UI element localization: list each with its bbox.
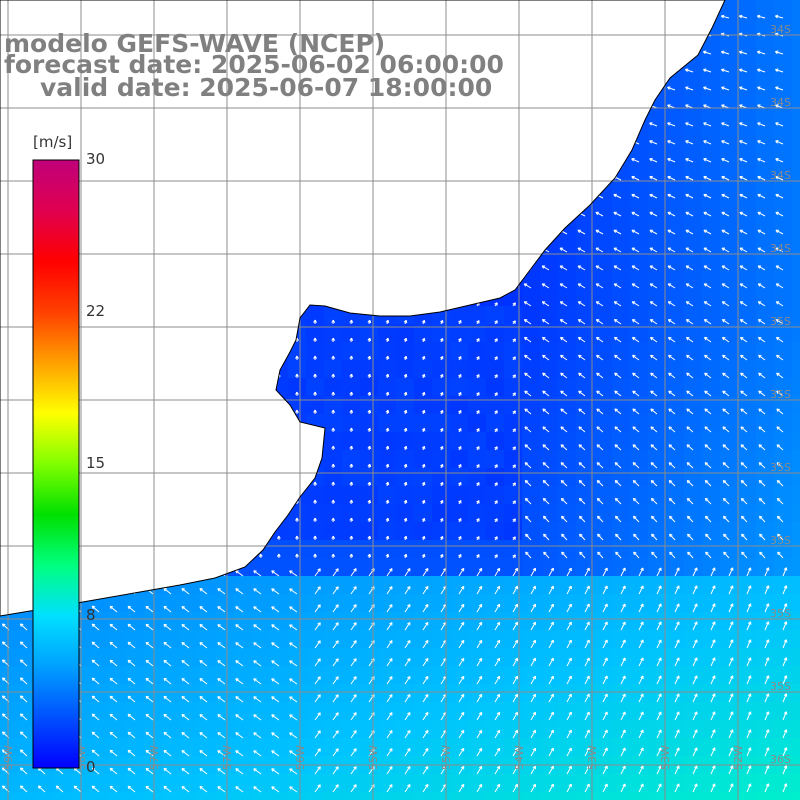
lat-label: 35S bbox=[770, 388, 791, 401]
lat-label: 34S bbox=[770, 23, 791, 36]
lat-label: 34S bbox=[770, 242, 791, 255]
lon-label: 54W bbox=[513, 745, 526, 770]
lat-label: 35S bbox=[770, 607, 791, 620]
colorbar-tick-30: 30 bbox=[86, 152, 105, 167]
lon-label: 55W bbox=[440, 745, 453, 770]
colorbar-ramp bbox=[33, 160, 79, 768]
colorbar bbox=[33, 160, 79, 768]
lon-label: 53W bbox=[659, 745, 672, 770]
lon-label: 57W bbox=[148, 745, 161, 770]
lat-label: 35S bbox=[770, 680, 791, 693]
lon-label: 57W bbox=[221, 745, 234, 770]
lat-label: 35S bbox=[770, 461, 791, 474]
lon-label: 52W bbox=[732, 745, 745, 770]
lon-label: 59W bbox=[2, 745, 15, 770]
lon-label: 53W bbox=[586, 745, 599, 770]
lat-label: 35S bbox=[770, 315, 791, 328]
lon-label: 55W bbox=[367, 745, 380, 770]
colorbar-tick-15: 15 bbox=[86, 456, 105, 471]
colorbar-tick-8: 8 bbox=[86, 608, 96, 623]
lat-label: 34S bbox=[770, 96, 791, 109]
lon-label: 56W bbox=[294, 745, 307, 770]
colorbar-tick-22: 22 bbox=[86, 304, 105, 319]
lat-label: 34S bbox=[770, 169, 791, 182]
colorbar-units: [m/s] bbox=[33, 133, 72, 151]
colorbar-tick-0: 0 bbox=[86, 760, 96, 775]
lat-label: 35S bbox=[770, 534, 791, 547]
valid-date: valid date: 2025-06-07 18:00:00 bbox=[40, 75, 492, 100]
lat-label: 36S bbox=[770, 753, 791, 766]
